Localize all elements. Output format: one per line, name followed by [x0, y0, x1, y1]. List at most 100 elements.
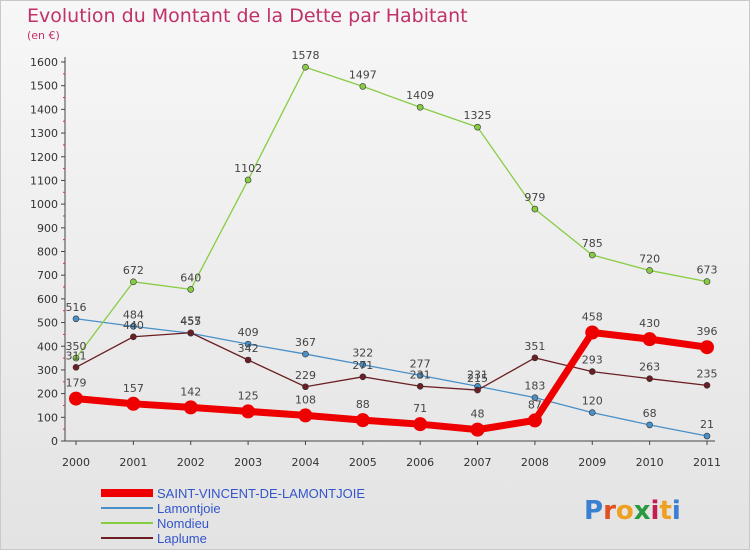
data-label: 458	[582, 311, 603, 324]
data-label: 673	[697, 264, 718, 277]
y-tick-label: 1500	[30, 80, 58, 93]
data-label: 87	[528, 398, 542, 411]
data-point	[126, 396, 141, 411]
data-label: 1325	[464, 109, 492, 122]
y-tick-label: 1000	[30, 198, 58, 211]
data-point	[646, 421, 653, 429]
y-tick-label: 1200	[30, 151, 58, 164]
data-point	[187, 286, 195, 293]
data-point	[585, 325, 600, 340]
data-point	[298, 408, 313, 423]
data-label: 1102	[234, 162, 262, 175]
y-tick-label: 1300	[30, 127, 58, 140]
y-tick-label: 200	[37, 388, 58, 401]
data-label: 455	[180, 315, 201, 328]
data-label: 68	[643, 407, 657, 420]
data-point	[359, 361, 367, 369]
chart-unit: (en €)	[27, 29, 60, 42]
y-tick-label: 800	[37, 246, 58, 259]
data-label: 440	[123, 319, 144, 332]
y-tick-label: 1400	[30, 103, 58, 116]
data-label: 720	[639, 252, 660, 265]
x-tick-label: 2000	[62, 456, 90, 469]
data-point	[416, 382, 424, 390]
x-tick-label: 2011	[693, 456, 721, 469]
data-label: 229	[295, 369, 316, 382]
data-point	[474, 123, 481, 131]
data-label: 430	[639, 317, 660, 330]
data-point	[69, 391, 83, 406]
y-tick-label: 400	[37, 340, 58, 353]
data-label: 125	[238, 389, 259, 402]
data-label: 367	[295, 336, 316, 349]
brand-logo: Proxiti	[584, 496, 681, 526]
y-tick-label: 300	[37, 364, 58, 377]
data-point	[588, 251, 596, 259]
data-label: 409	[238, 326, 259, 339]
data-point	[527, 413, 542, 428]
y-tick-label: 1100	[30, 174, 58, 187]
data-point	[703, 432, 711, 440]
data-label: 215	[467, 372, 488, 385]
data-point	[646, 267, 653, 274]
legend-label: Laplume	[157, 531, 207, 546]
data-point	[531, 394, 539, 401]
series-line-3	[75, 332, 708, 391]
x-tick-label: 2003	[234, 456, 262, 469]
x-tick-label: 2009	[578, 456, 606, 469]
legend-label: SAINT-VINCENT-DE-LAMONTJOIE	[157, 486, 365, 501]
data-label: 396	[697, 325, 718, 338]
data-point	[588, 409, 596, 416]
data-label: 322	[352, 347, 373, 360]
chart-title: Evolution du Montant de la Dette par Hab…	[27, 5, 468, 27]
data-point	[130, 333, 137, 341]
data-point	[703, 382, 711, 389]
data-label: 235	[697, 367, 718, 380]
x-tick-label: 2005	[349, 456, 377, 469]
y-tick-label: 1600	[30, 56, 58, 69]
data-label: 785	[582, 237, 603, 250]
data-point	[244, 356, 252, 364]
data-point	[416, 372, 424, 379]
data-label: 1578	[291, 49, 319, 62]
data-label: 142	[180, 385, 201, 398]
data-point	[470, 422, 485, 437]
data-point	[187, 329, 195, 337]
legend-label: Lamontjoie	[157, 501, 221, 516]
y-tick-label: 100	[37, 411, 58, 424]
y-tick-label: 900	[37, 222, 58, 235]
data-label: 351	[524, 340, 545, 353]
data-label: 21	[700, 418, 714, 431]
data-label: 484	[123, 308, 144, 321]
y-tick-label: 600	[37, 293, 58, 306]
data-label: 342	[238, 342, 259, 355]
x-tick-label: 2001	[119, 456, 147, 469]
data-point	[302, 383, 309, 391]
data-point	[183, 400, 198, 415]
series-line-1	[75, 318, 708, 437]
data-label: 293	[582, 354, 603, 367]
data-label: 88	[356, 398, 370, 411]
data-point	[244, 176, 252, 184]
data-label: 183	[524, 380, 545, 393]
data-point	[703, 278, 711, 285]
data-label: 1409	[406, 89, 434, 102]
data-label: 1497	[349, 68, 377, 81]
x-tick-label: 2004	[291, 456, 319, 469]
series-line-2	[75, 66, 708, 359]
data-point	[130, 323, 137, 330]
data-label: 71	[413, 402, 427, 415]
data-label: 979	[524, 191, 545, 204]
data-point	[359, 83, 367, 90]
data-label: 457	[180, 315, 201, 328]
data-label: 108	[295, 393, 316, 406]
data-point	[531, 354, 539, 362]
data-label: 263	[639, 361, 660, 374]
data-label: 157	[123, 382, 144, 395]
x-tick-label: 2008	[521, 456, 549, 469]
data-label: 640	[180, 271, 201, 284]
data-label: 231	[410, 368, 431, 381]
data-label: 311	[66, 349, 87, 362]
